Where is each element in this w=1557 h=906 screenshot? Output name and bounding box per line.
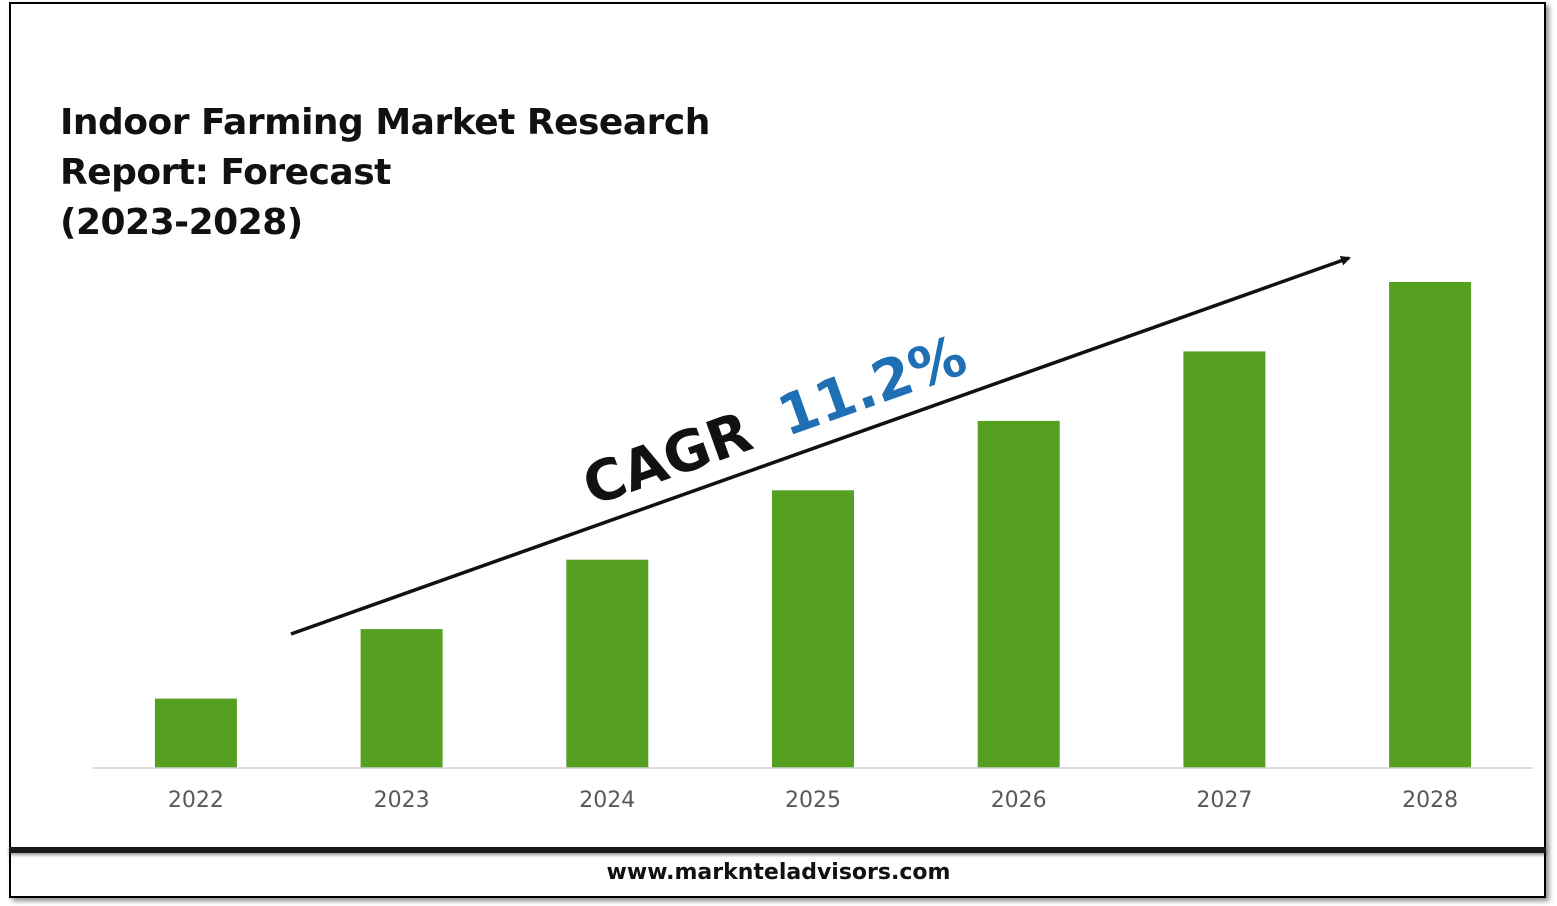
footer-divider [9,847,1546,853]
bar-2023 [360,629,443,768]
x-tick-label-2023: 2023 [374,788,430,813]
cagr-annotation: CAGR 11.2% [575,323,975,519]
x-tick-label-2028: 2028 [1402,788,1458,813]
bar-2026 [977,420,1060,768]
x-tick-label-2027: 2027 [1196,788,1252,813]
bar-2028 [1389,282,1472,768]
x-tick-label-2022: 2022 [168,788,224,813]
bar-2022 [154,698,237,768]
chart-title-line-3: (2023-2028) [60,202,303,243]
x-tick-label-2024: 2024 [579,788,635,813]
bars-group [154,282,1472,768]
cagr-value: 11.2% [770,323,975,449]
chart-title-line-1: Indoor Farming Market Research [60,102,710,143]
x-tick-label-2025: 2025 [785,788,841,813]
x-tick-labels: 2022 2023 2024 2025 2026 2027 2028 [168,788,1458,813]
trend-arrow [290,255,1351,636]
bar-2024 [566,559,649,768]
x-tick-label-2026: 2026 [991,788,1047,813]
footer-url: www.marknteladvisors.com [606,860,951,885]
chart-title-line-2: Report: Forecast [60,152,391,193]
bar-2025 [772,490,854,768]
chart-title: Indoor Farming Market Research Report: F… [60,98,760,248]
bar-2027 [1183,351,1266,768]
